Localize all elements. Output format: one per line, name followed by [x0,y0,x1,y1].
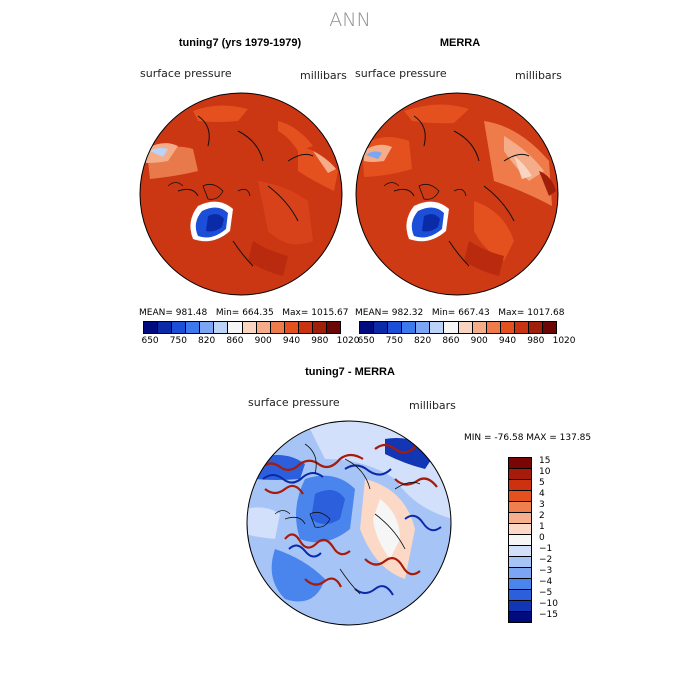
stats-diff: MIN = -76.58 MAX = 137.85 [464,433,592,443]
colorbar-tick-label: 900 [254,336,272,346]
colorbar-swatch [298,322,313,333]
panel-title-model: tuning7 (yrs 1979-1979) [178,37,302,49]
colorbar-swatch [509,601,531,612]
colorbar-swatch [200,322,215,333]
colorbar-swatch [458,322,473,333]
colorbar-tick-label: 940 [498,336,517,346]
colorbar-swatch [509,535,531,546]
colorbar-swatch [509,491,531,502]
colorbar-tick-label: 1 [539,522,545,533]
colorbar-swatch [242,322,257,333]
colorbar-tick-label: −10 [539,598,558,609]
colorbar-swatch [509,590,531,601]
colorbar-swatch [472,322,487,333]
colorbar-swatch [509,568,531,579]
polar-map-model [139,92,343,296]
colorbar-swatch [509,546,531,557]
colorbar-swatch [186,322,201,333]
colorbar-tick-label: 650 [141,336,159,346]
colorbar-tick-label: 820 [414,336,432,346]
colorbar-model: 650 750 820 860 900 940 980 1020 [141,321,360,348]
colorbar-tick-label: 650 [357,336,375,346]
colorbar-tick-label: 10 [539,467,551,478]
colorbar-tick-label: 750 [385,336,403,346]
colorbar-swatch [509,612,531,622]
colorbar-diff-labels: 15 10 5 4 3 2 1 0 −1 −2 −3 −4 −5 −10 −15 [537,456,577,621]
panel-title-diff: tuning7 - MERRA [305,366,395,378]
colorbar-swatch [388,322,403,333]
polar-map-obs [355,92,559,296]
colorbar-swatch [360,322,375,333]
colorbar-swatch [514,322,529,333]
colorbar-tick-label: 15 [539,456,551,467]
units-label-obs: millibars [515,69,562,82]
colorbar-tick-label: 4 [539,489,545,500]
colorbar-swatch [528,322,544,333]
colorbar-tick-label: 1020 [336,336,360,346]
colorbar-swatch [486,322,501,333]
colorbar-swatch [509,513,531,524]
colorbar-tick-label: 3 [539,500,545,511]
colorbar-swatch [500,322,515,333]
colorbar-swatch [284,322,299,333]
colorbar-obs: 650 750 820 860 900 940 980 1020 [357,321,576,348]
colorbar-swatch [374,322,389,333]
colorbar-tick-label: −4 [539,576,553,587]
colorbar-tick-label: −2 [539,554,553,565]
colorbar-swatch [509,469,531,480]
colorbar-swatch [327,322,341,333]
variable-label-diff: surface pressure [248,396,340,409]
colorbar-tick-label: 5 [539,478,545,489]
colorbar-swatch [509,557,531,568]
variable-label-model: surface pressure [140,67,232,80]
units-label-diff: millibars [409,399,456,412]
colorbar-tick-label: 860 [226,336,244,346]
colorbar-tick-label: −1 [539,543,553,554]
colorbar-tick-label: −15 [539,609,558,620]
colorbar-swatch [430,322,445,333]
colorbar-swatch [228,322,243,333]
variable-label-obs: surface pressure [355,67,447,80]
colorbar-swatch [402,322,417,333]
colorbar-swatch [270,322,285,333]
colorbar-swatch [172,322,187,333]
colorbar-tick-label: −3 [539,565,553,576]
colorbar-diff [508,457,532,623]
colorbar-swatch [509,458,531,469]
colorbar-swatch [509,480,531,491]
colorbar-tick-label: 980 [311,336,329,346]
units-label-model: millibars [300,69,347,82]
stats-obs: MEAN= 982.32 Min= 667.43 Max= 1017.68 [355,308,565,318]
colorbar-swatch [312,322,328,333]
stats-model: MEAN= 981.48 Min= 664.35 Max= 1015.67 [139,308,349,318]
colorbar-swatch [144,322,159,333]
panel-title-obs: MERRA [439,37,481,49]
colorbar-tick-label: 980 [527,336,545,346]
colorbar-swatch [444,322,459,333]
colorbar-tick-label: 0 [539,533,545,543]
colorbar-swatch [509,579,531,590]
colorbar-tick-label: 820 [198,336,216,346]
colorbar-tick-label: 900 [470,336,488,346]
colorbar-tick-label: 1020 [552,336,576,346]
colorbar-tick-label: 2 [539,511,545,522]
colorbar-tick-label: 940 [282,336,301,346]
colorbar-swatch [509,524,531,535]
colorbar-swatch [256,322,271,333]
colorbar-tick-label: −5 [539,587,553,598]
page-title: ANN [329,9,371,31]
colorbar-swatch [509,502,531,513]
colorbar-swatch [416,322,431,333]
polar-map-diff [246,420,452,626]
colorbar-tick-label: 750 [169,336,187,346]
colorbar-swatch [214,322,229,333]
colorbar-swatch [158,322,173,333]
colorbar-tick-label: 860 [442,336,460,346]
colorbar-swatch [543,322,557,333]
